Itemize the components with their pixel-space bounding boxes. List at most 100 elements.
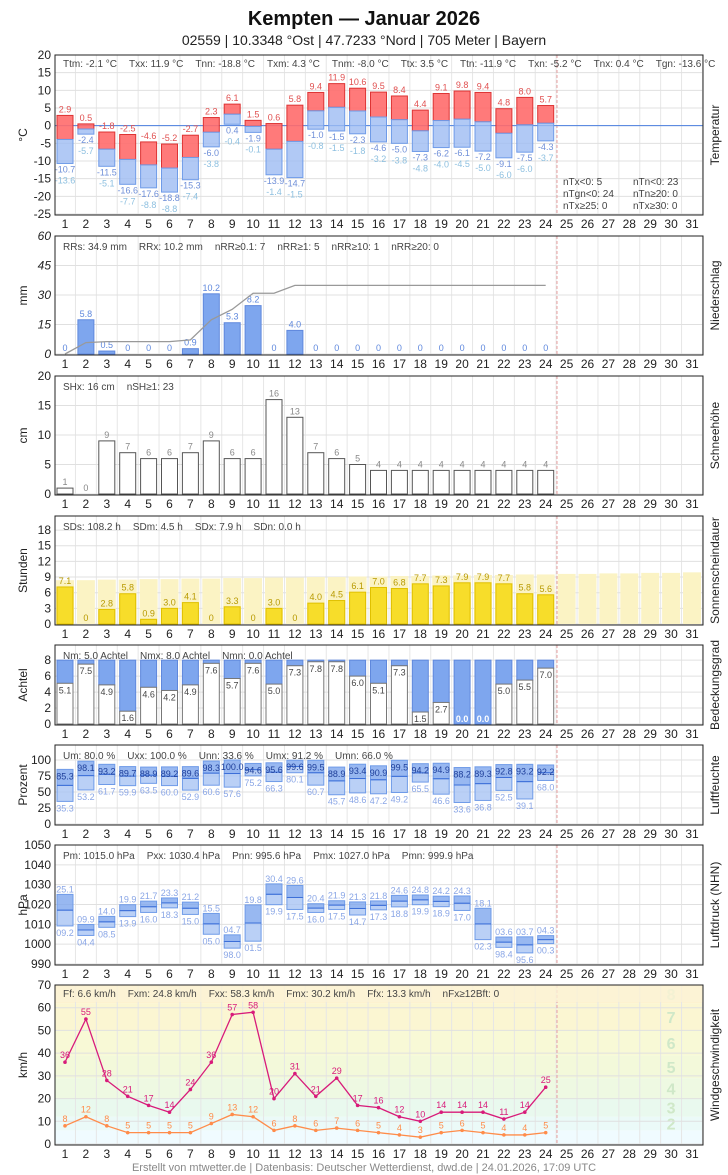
beaufort-number: 2 <box>667 1117 676 1134</box>
y-tick-label: 15 <box>38 66 52 80</box>
humidity-lower-bar <box>223 773 241 788</box>
max-label: 24.6 <box>391 885 409 895</box>
min-label: 19.9 <box>412 907 430 917</box>
cloud-free-bar <box>307 661 325 725</box>
sunshine-bar <box>411 583 429 625</box>
gust-point <box>355 1103 360 1108</box>
max-label: 94.2 <box>412 766 430 776</box>
snow-label: 5 <box>355 454 360 464</box>
precipitation-label: 0 <box>62 343 67 353</box>
min-label: 04.4 <box>77 937 95 947</box>
max-label: 29.6 <box>286 875 304 885</box>
snow-label: 4 <box>522 459 527 469</box>
day-label: 6 <box>166 217 173 231</box>
day-label: 6 <box>166 1147 173 1161</box>
day-label: 6 <box>166 827 173 841</box>
day-label: 31 <box>685 967 699 981</box>
cloud-free-bar <box>370 682 387 725</box>
min-label: 65.5 <box>412 784 430 794</box>
cloud-bar <box>537 659 555 669</box>
sunshine-bar <box>349 591 367 625</box>
day-label: 25 <box>560 357 574 371</box>
day-label: 20 <box>455 827 469 841</box>
stat-item: nRR≥10: 1 <box>332 242 380 253</box>
mean-label: 13 <box>227 1102 237 1112</box>
day-label: 30 <box>664 497 678 511</box>
day-label: 18 <box>414 497 428 511</box>
day-label: 8 <box>208 1147 215 1161</box>
max-label: 98.1 <box>77 763 95 773</box>
gust-label: 36 <box>60 1050 70 1060</box>
day-label: 19 <box>435 1147 449 1161</box>
tmin-bar <box>286 140 304 179</box>
day-label: 4 <box>124 1147 131 1161</box>
max-label: 20.4 <box>307 894 325 904</box>
sunshine-bar <box>56 586 74 625</box>
humidity-lower-bar <box>474 783 492 801</box>
max-label: 24.2 <box>432 886 450 896</box>
day-label: 3 <box>103 827 110 841</box>
pressure-upper-bar <box>140 900 158 908</box>
tmin-bar <box>390 119 408 144</box>
tmin-label: -2.3 <box>350 135 366 145</box>
y-tick-label: 50 <box>38 1023 52 1037</box>
min-label: 47.2 <box>370 796 388 806</box>
day-label: 18 <box>414 217 428 231</box>
pressure-upper-bar <box>537 935 555 941</box>
day-label: 29 <box>644 727 658 741</box>
day-label: 6 <box>166 357 173 371</box>
day-label: 30 <box>664 727 678 741</box>
precipitation-label: 0 <box>313 343 318 353</box>
snow-bar <box>537 469 555 495</box>
tmin-bar <box>244 125 262 133</box>
max-label: 99.5 <box>391 762 409 772</box>
day-label: 20 <box>455 357 469 371</box>
day-label: 27 <box>602 967 616 981</box>
gust-point <box>251 1010 255 1015</box>
y-tick-label: 6 <box>44 586 51 600</box>
day-label: 10 <box>246 1147 260 1161</box>
day-label: 26 <box>581 627 595 641</box>
humidity-lower-bar <box>370 779 387 795</box>
snow-label: 4 <box>460 459 465 469</box>
snow-label: 6 <box>230 448 235 458</box>
gust-point <box>481 1110 485 1114</box>
day-label: 8 <box>208 627 215 641</box>
mean-label: 5 <box>188 1121 193 1131</box>
day-label: 30 <box>664 827 678 841</box>
pressure-lower-bar <box>537 939 555 945</box>
sunshine-bar <box>495 583 513 625</box>
mean-label: 12 <box>248 1105 258 1115</box>
sunshine-bar <box>516 593 534 625</box>
min-label: 59.9 <box>119 788 137 798</box>
min-label: 01.5 <box>244 943 262 953</box>
stat-bottom: nTx<0: 5 <box>563 177 603 188</box>
cloud-bar <box>474 659 492 725</box>
stat-bottom: nTgn<0: 24 <box>563 189 614 200</box>
day-label: 3 <box>103 1147 110 1161</box>
y-tick-label: 20 <box>38 1092 52 1106</box>
day-label: 4 <box>124 357 131 371</box>
possible-sunshine-bar <box>202 578 221 624</box>
day-label: 26 <box>581 357 595 371</box>
day-label: 6 <box>166 967 173 981</box>
snow-label: 4 <box>439 459 444 469</box>
cloud-free-bar <box>516 679 534 725</box>
precipitation-label: 0 <box>125 343 130 353</box>
max-label: 93.2 <box>516 766 534 776</box>
y-axis-label: cm <box>16 428 30 444</box>
precipitation-label: 10.2 <box>203 283 221 293</box>
tmax-bar <box>390 95 408 121</box>
day-label: 24 <box>539 627 553 641</box>
day-label: 19 <box>435 827 449 841</box>
tmax-label: 1.5 <box>247 109 260 119</box>
possible-sunshine-bar <box>76 580 95 624</box>
humidity-lower-bar <box>349 778 367 794</box>
gust-label: 29 <box>332 1066 342 1076</box>
precipitation-label: 0 <box>146 343 151 353</box>
min-label: 60.7 <box>307 787 325 797</box>
tmax-bar <box>474 91 492 123</box>
day-label: 20 <box>455 1147 469 1161</box>
